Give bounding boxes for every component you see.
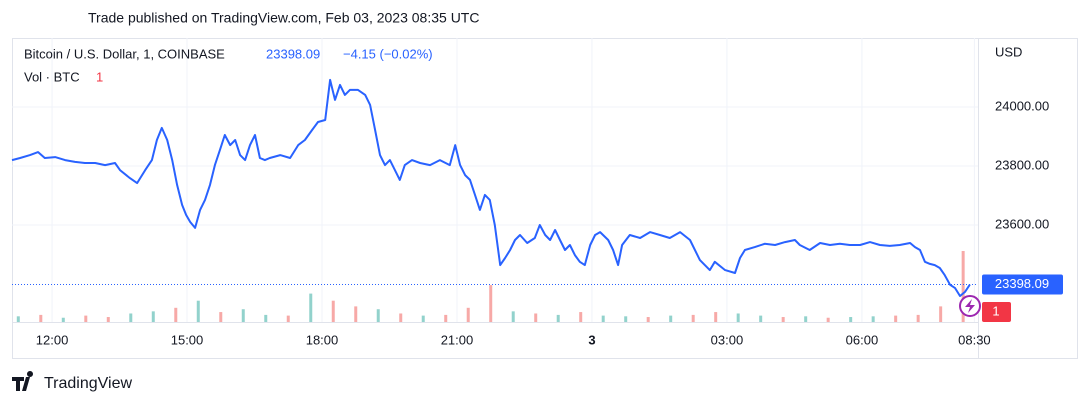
x-tick-label: 3 xyxy=(588,332,595,347)
volume-bar xyxy=(669,315,673,322)
volume-bar xyxy=(196,300,200,322)
volume-bar xyxy=(646,317,650,322)
volume-bar xyxy=(736,313,740,322)
symbol: Bitcoin / U.S. Dollar, 1, COINBASE xyxy=(24,46,225,61)
header-last-price: 23398.09 xyxy=(266,46,320,61)
volume-bar xyxy=(804,316,808,322)
logo-mark xyxy=(12,370,34,391)
volume-bar xyxy=(759,315,763,322)
x-tick-label: 15:00 xyxy=(171,332,204,347)
last-price-label: 23398.09 xyxy=(995,276,1049,291)
volume-bar xyxy=(781,317,785,322)
volume-bar xyxy=(894,315,898,322)
published-note: Trade published on TradingView.com, Feb … xyxy=(88,10,479,26)
volume-bar xyxy=(489,285,493,322)
volume-bar xyxy=(691,314,695,322)
volume-bar xyxy=(511,311,515,322)
volume-bar xyxy=(534,313,538,322)
volume-bar xyxy=(331,300,335,322)
y-tick-label: 24000.00 xyxy=(995,98,1049,113)
volume-bar xyxy=(84,315,88,322)
volume-bar xyxy=(601,315,605,322)
volume-bar xyxy=(39,314,43,322)
volume-bar xyxy=(286,315,290,322)
x-tick-label: 08:30 xyxy=(958,332,991,347)
volume-bar xyxy=(61,317,65,322)
y-tick-label: 23800.00 xyxy=(995,157,1049,172)
volume-last-axis-label: 1 xyxy=(992,303,999,318)
volume-bar xyxy=(174,307,178,322)
volume-bar xyxy=(444,314,448,322)
volume-bar xyxy=(16,316,20,322)
volume-bar xyxy=(106,317,110,322)
volume-bar xyxy=(376,309,380,322)
volume-bar xyxy=(556,314,560,322)
volume-bar xyxy=(151,311,155,322)
y-unit: USD xyxy=(995,44,1022,59)
price-line xyxy=(11,78,971,297)
event-icon-bolt xyxy=(965,299,975,313)
volume-bar xyxy=(241,309,245,322)
volume-bar xyxy=(309,293,313,322)
header-change: −4.15 (−0.02%) xyxy=(343,46,433,61)
volume-last-box xyxy=(982,302,1011,322)
volume-bar xyxy=(466,307,470,322)
logo-text: TradingView xyxy=(44,375,132,392)
x-tick-label: 21:00 xyxy=(441,332,474,347)
x-tick-label: 12:00 xyxy=(36,332,69,347)
volume-bar xyxy=(421,315,425,322)
volume-bar xyxy=(264,314,268,322)
volume-bar xyxy=(354,306,358,322)
volume-bar xyxy=(916,314,920,322)
volume-bar xyxy=(129,313,133,322)
volume-bar xyxy=(219,312,223,322)
volume-bar xyxy=(939,306,943,322)
x-tick-label: 06:00 xyxy=(846,332,879,347)
last-price-box xyxy=(982,274,1063,295)
chart-frame xyxy=(12,38,1078,359)
volume-label: Vol · BTC xyxy=(24,69,80,84)
volume-last: 1 xyxy=(96,69,103,84)
volume-bar xyxy=(714,312,718,322)
volume-bar xyxy=(871,316,875,322)
volume-bar xyxy=(399,313,403,322)
volume-bar xyxy=(849,317,853,322)
x-tick-label: 03:00 xyxy=(711,332,744,347)
volume-bar xyxy=(961,251,965,322)
y-tick-label: 23600.00 xyxy=(995,216,1049,231)
volume-bar xyxy=(624,316,628,322)
x-tick-label: 18:00 xyxy=(306,332,339,347)
volume-bar xyxy=(826,317,830,322)
volume-bar xyxy=(579,312,583,322)
